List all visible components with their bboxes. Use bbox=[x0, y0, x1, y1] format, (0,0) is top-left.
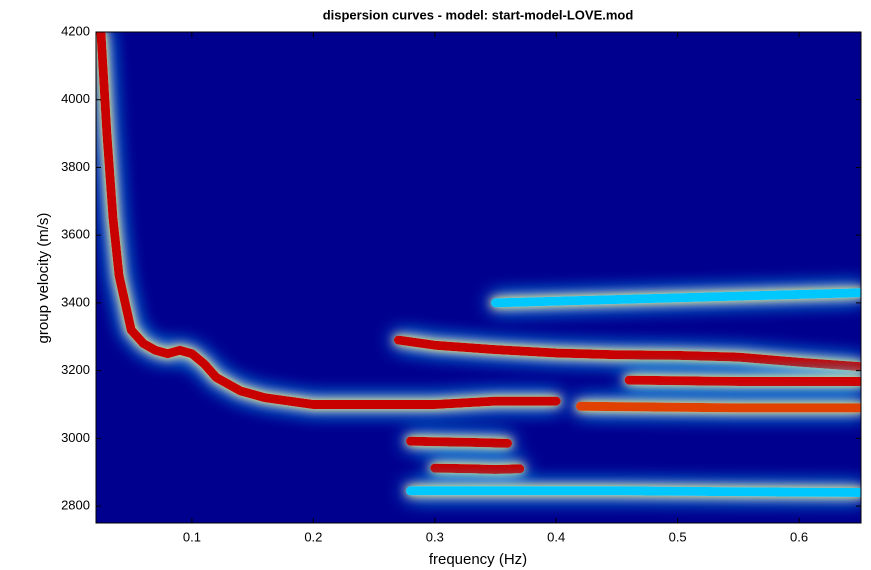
dispersion-curve bbox=[96, 32, 561, 409]
dispersion-curve bbox=[406, 436, 513, 448]
y-tick-label: 3600 bbox=[61, 227, 90, 242]
plot-background bbox=[96, 32, 861, 523]
y-axis-label: group velocity (m/s) bbox=[35, 213, 52, 344]
y-tick-label: 3800 bbox=[61, 159, 90, 174]
dispersion-curve bbox=[624, 375, 861, 386]
dispersion-curve bbox=[406, 486, 861, 497]
x-tick-label: 0.2 bbox=[304, 529, 322, 544]
plot-area bbox=[96, 32, 861, 497]
dispersion-curve bbox=[393, 335, 861, 372]
y-tick-label: 3400 bbox=[61, 294, 90, 309]
y-tick-label: 4000 bbox=[61, 91, 90, 106]
dispersion-curve bbox=[576, 401, 861, 413]
dispersion-curve bbox=[491, 288, 861, 308]
y-tick-label: 4200 bbox=[61, 23, 90, 38]
x-tick-label: 0.3 bbox=[426, 529, 444, 544]
y-tick-label: 2800 bbox=[61, 498, 90, 513]
x-tick-label: 0.6 bbox=[790, 529, 808, 544]
x-tick-label: 0.4 bbox=[547, 529, 565, 544]
x-tick-label: 0.5 bbox=[669, 529, 687, 544]
dispersion-curve bbox=[430, 463, 525, 474]
y-tick-label: 3000 bbox=[61, 430, 90, 445]
x-tick-label: 0.1 bbox=[183, 529, 201, 544]
plot-frame bbox=[95, 31, 862, 524]
chart-title: dispersion curves - model: start-model-L… bbox=[323, 7, 634, 22]
x-axis-label: frequency (Hz) bbox=[429, 551, 527, 568]
y-tick-label: 3200 bbox=[61, 362, 90, 377]
